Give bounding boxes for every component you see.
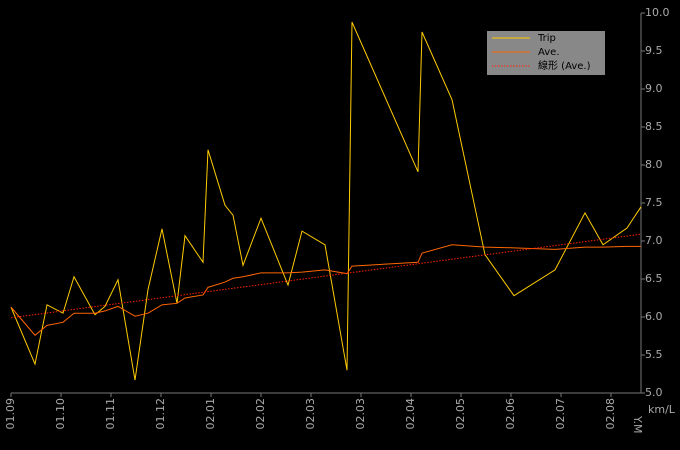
x-tick-label: 01.12: [154, 398, 167, 430]
legend-label: Ave.: [538, 47, 560, 58]
x-tick-label: 02.02: [254, 398, 267, 430]
y-tick-label: 9.5: [645, 44, 663, 57]
x-tick-label: 02.07: [554, 398, 567, 430]
series-line: [10, 244, 641, 336]
y-tick-label: 5.0: [645, 386, 663, 399]
y-tick-label: 9.0: [645, 82, 663, 95]
y-tick-label: 7.5: [645, 196, 663, 209]
x-tick-label: 02.03: [304, 398, 317, 430]
legend-label: Trip: [537, 33, 556, 44]
y-tick-label: 6.5: [645, 272, 663, 285]
y-tick-label: 5.5: [645, 348, 663, 361]
x-tick-label: 02.03: [354, 398, 367, 430]
series-line: [10, 21, 642, 381]
series-line: [10, 233, 642, 319]
x-axis-label: Y.M: [631, 415, 644, 433]
x-tick-label: 02.05: [454, 398, 467, 430]
x-tick-label: 02.06: [504, 398, 517, 430]
legend-label: 線形 (Ave.): [538, 59, 591, 72]
x-tick-label: 02.01: [204, 398, 217, 430]
x-tick-label: 02.04: [404, 398, 417, 430]
y-tick-label: 10.0: [645, 6, 670, 19]
x-tick-label: 01.11: [104, 398, 117, 430]
x-tick-label: 02.08: [604, 398, 617, 430]
x-tick-label: 01.10: [54, 398, 67, 430]
y-tick-label: 8.5: [645, 120, 663, 133]
y-axis-label: km/L: [648, 403, 676, 416]
x-tick-label: 01.09: [4, 398, 17, 430]
y-tick-label: 8.0: [645, 158, 663, 171]
y-tick-label: 6.0: [645, 310, 663, 323]
y-tick-label: 7.0: [645, 234, 663, 247]
